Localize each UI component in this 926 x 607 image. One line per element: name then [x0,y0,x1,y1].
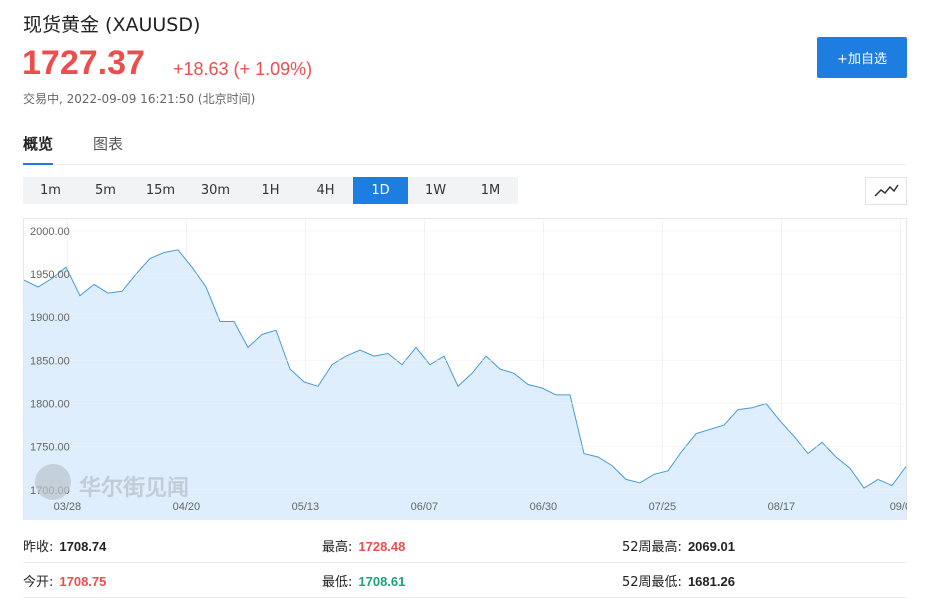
stat-label: 昨收: [23,540,54,555]
stat-value: 1728.48 [358,539,406,554]
line [23,249,907,489]
x-tick-label: 06/30 [530,501,558,513]
y-tick-label: 1800.00 [30,399,70,411]
stat-value: 1681.26 [687,574,735,589]
y-tick-label: 2000.00 [30,226,70,238]
chart: 2000.00 1950.00 1900.00 1850.00 1800.00 1750.… [23,218,907,520]
area [24,249,906,520]
separator [23,597,907,598]
stat-label: 52周最低: [622,575,682,590]
stat: 今开: 1708.75 [23,571,106,590]
period-button[interactable]: 1W [424,183,447,198]
stat-value: 1708.75 [59,574,107,589]
tab[interactable]: 概览 [23,126,54,165]
chart-type-button[interactable] [865,177,907,205]
stat: 52周最低: 1681.26 [622,571,735,590]
add-watchlist-button[interactable]: +加自选 [817,37,907,78]
stat-label: 最低: [322,575,353,590]
stat-value: 1708.74 [59,539,107,554]
stat: 最低: 1708.61 [322,571,405,590]
period-button[interactable]: 30m [200,183,231,198]
stat: 52周最高: 2069.01 [622,536,735,555]
x-tick-label: 04/20 [173,501,201,513]
tab[interactable]: 图表 [93,135,124,153]
y-tick-label: 1900.00 [30,312,70,324]
period-button[interactable]: 1m [40,183,61,198]
x-tick-label: 06/07 [411,501,439,513]
tabs: 概览 图表 [23,126,907,165]
status: 交易中, 2022-09-09 16:21:50 (北京时间) [23,92,256,106]
y-tick-label: 1850.00 [30,355,70,367]
x-tick-label: 07/25 [649,501,677,513]
stat: 最高: 1728.48 [322,536,405,555]
stat-label: 最高: [322,540,353,555]
y-tick-label: 1750.00 [30,442,70,454]
period-button[interactable]: 4H [316,183,335,198]
watermark: 华尔街见闻 [79,475,189,501]
price: 1727.37 [22,44,145,82]
stat-value: 1708.61 [358,574,406,589]
stat-label: 今开: [23,575,54,590]
period-bar: 1m 5m 15m 30m 1H 4H 1D 1W 1M [23,177,518,204]
stat-label: 52周最高: [622,540,682,555]
period-button[interactable]: 1H [261,183,280,198]
period-button[interactable]: 15m [145,183,176,198]
title: 现货黄金 (XAUUSD) [23,14,201,36]
y-tick-label: 1950.00 [30,269,70,281]
stat: 昨收: 1708.74 [23,536,106,555]
period-button[interactable]: 1D [353,177,408,204]
x-tick-label: 08/17 [768,501,796,513]
period-button[interactable]: 5m [95,183,116,198]
change: +18.63 (+ 1.09%) [173,59,313,79]
watermark-logo [35,464,71,500]
x-tick-label: 03/28 [54,501,82,513]
x-tick-label: 09/0 [890,501,907,513]
period-button[interactable]: 1M [480,183,501,198]
stat-value: 2069.01 [687,539,735,554]
x-tick-label: 05/13 [292,501,320,513]
separator [23,562,907,563]
icon [874,184,899,197]
